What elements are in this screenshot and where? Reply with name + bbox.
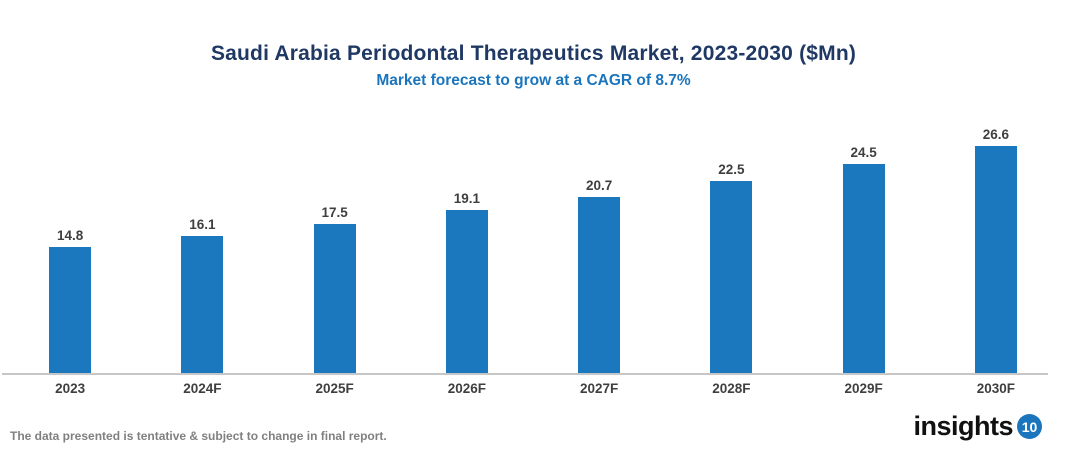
bar xyxy=(842,164,885,374)
value-label: 14.8 xyxy=(56,228,84,244)
logo-badge: 10 xyxy=(1017,414,1042,439)
x-axis-label: 2025F xyxy=(315,381,354,396)
logo-text: insights xyxy=(913,411,1013,441)
value-label: 19.1 xyxy=(453,191,481,207)
bar-group: 24.5 2029F xyxy=(798,124,930,398)
bar-group: 17.5 2025F xyxy=(269,124,401,398)
bar xyxy=(710,181,753,374)
bar-group: 26.6 2030F xyxy=(930,124,1062,398)
x-axis-label: 2027F xyxy=(579,381,619,396)
x-axis-label: 2024F xyxy=(183,381,222,396)
x-axis-label: 2026F xyxy=(447,381,487,396)
bar xyxy=(578,196,621,374)
x-axis-label: 2029F xyxy=(844,381,883,396)
x-axis-label: 2023 xyxy=(55,381,86,396)
bar-group: 16.1 2024F xyxy=(136,124,268,398)
bar xyxy=(313,224,356,374)
bar-group: 19.1 2026F xyxy=(401,124,533,398)
value-label: 24.5 xyxy=(850,145,877,160)
x-axis-label: 2028F xyxy=(712,381,751,396)
bar-group: 22.5 2028F xyxy=(665,124,797,398)
value-label: 22.5 xyxy=(718,162,745,178)
bar-group: 14.8 2023 xyxy=(4,124,136,398)
value-label: 16.1 xyxy=(189,217,216,232)
value-label: 20.7 xyxy=(585,177,613,193)
footer-note: The data presented is tentative & subjec… xyxy=(10,429,387,443)
chart-subtitle: Market forecast to grow at a CAGR of 8.7… xyxy=(376,72,691,89)
insights10-logo: insights 10 xyxy=(913,411,1042,442)
bar xyxy=(974,146,1017,374)
value-label: 26.6 xyxy=(982,127,1010,142)
bar xyxy=(445,210,488,374)
value-label: 17.5 xyxy=(321,205,348,220)
bar xyxy=(181,236,224,374)
bar-chart: 14.8 2023 16.1 2024F 17.5 2025F 19.1 2026F 20.7 2… xyxy=(4,124,1062,398)
bar xyxy=(49,247,92,374)
x-axis-line xyxy=(2,373,1048,375)
x-axis-label: 2030F xyxy=(976,381,1016,396)
chart-title: Saudi Arabia Periodontal Therapeutics Ma… xyxy=(210,42,857,65)
bar-group: 20.7 2027F xyxy=(533,124,665,398)
